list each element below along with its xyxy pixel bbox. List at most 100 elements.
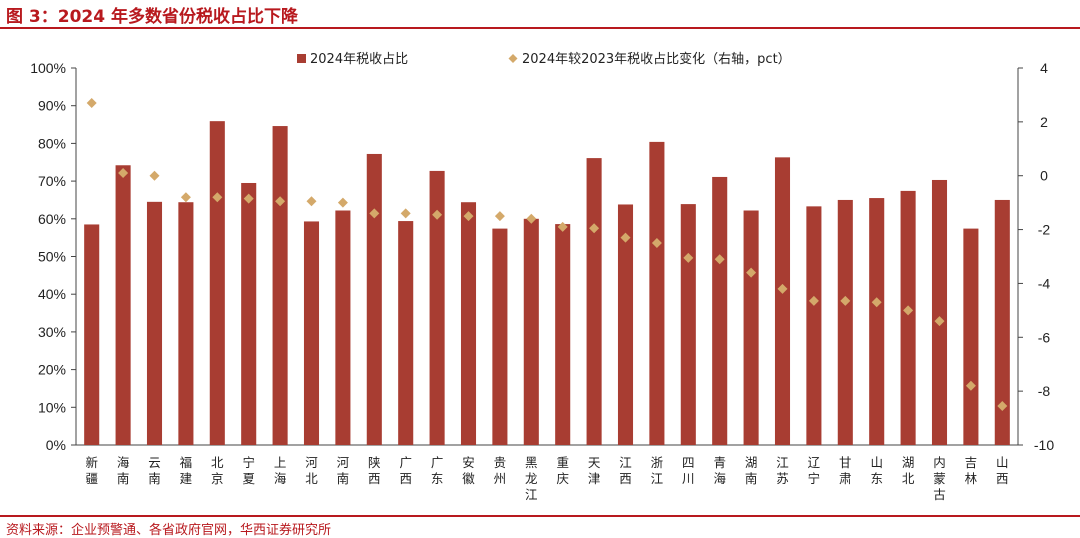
bar-吉林 xyxy=(963,228,979,445)
category-label: 贵州 xyxy=(494,455,507,486)
left-tick-label: 0% xyxy=(46,437,66,453)
category-label: 上海 xyxy=(274,455,287,486)
category-label: 陕西 xyxy=(368,455,381,486)
marker-辽宁 xyxy=(808,295,819,306)
marker-四川 xyxy=(683,252,694,263)
bar-天津 xyxy=(586,158,602,445)
category-label: 湖北 xyxy=(902,455,915,486)
marker-江西 xyxy=(620,232,631,243)
right-tick-label: -6 xyxy=(1038,329,1051,345)
bar-新疆 xyxy=(84,224,100,445)
marker-山东 xyxy=(871,297,882,308)
category-label: 福建 xyxy=(180,455,193,486)
category-label: 四川 xyxy=(682,455,695,486)
marker-贵州 xyxy=(494,211,505,222)
marker-广东 xyxy=(432,209,443,220)
category-label: 湖南 xyxy=(745,455,758,486)
bar-江苏 xyxy=(774,157,791,445)
category-label: 江苏 xyxy=(776,455,789,486)
marker-河北 xyxy=(306,196,317,207)
category-label: 天津 xyxy=(588,455,601,486)
bar-江西 xyxy=(617,204,634,445)
category-label: 宁夏 xyxy=(242,455,255,486)
chart: 0% 10% 20% 30% 40% 50% 60% 70% 80% 90% 100% -10 -8 -6… xyxy=(30,51,1054,502)
category-label: 河南 xyxy=(337,455,350,486)
bar-广西 xyxy=(398,221,414,445)
bar-内蒙古 xyxy=(931,179,948,445)
right-tick-label: -10 xyxy=(1034,437,1054,453)
legend-bar-swatch xyxy=(297,54,306,63)
category-label: 黑龙江 xyxy=(525,455,538,502)
bar-山西 xyxy=(994,199,1010,445)
right-tick-label: 2 xyxy=(1040,114,1048,130)
category-label: 云南 xyxy=(148,455,161,486)
marker-云南 xyxy=(149,170,160,181)
bar-广东 xyxy=(429,170,445,445)
marker-山西 xyxy=(997,400,1008,411)
marker-湖北 xyxy=(903,305,914,316)
right-tick-label: -4 xyxy=(1038,275,1051,291)
marker-吉林 xyxy=(965,380,976,391)
category-label: 山西 xyxy=(996,455,1009,486)
marker-河南 xyxy=(337,197,348,208)
left-tick-label: 100% xyxy=(30,60,66,76)
marker-广西 xyxy=(400,208,411,219)
category-label: 青海 xyxy=(713,455,726,486)
category-label: 海南 xyxy=(117,455,130,486)
bar-青海 xyxy=(712,176,728,445)
marker-福建 xyxy=(180,192,191,203)
bar-宁夏 xyxy=(241,182,257,446)
marker-黑龙江 xyxy=(526,213,537,224)
right-tick-label: -2 xyxy=(1038,222,1051,238)
marker-天津 xyxy=(589,223,600,234)
marker-甘肃 xyxy=(840,295,851,306)
category-label: 山东 xyxy=(870,455,883,486)
bar-福建 xyxy=(178,202,194,445)
marker-上海 xyxy=(275,196,286,207)
bar-上海 xyxy=(272,126,288,446)
left-tick-label: 90% xyxy=(38,98,66,114)
right-tick-label: -8 xyxy=(1038,383,1051,399)
bar-河南 xyxy=(335,210,351,445)
bar-湖北 xyxy=(900,190,916,445)
category-label: 河北 xyxy=(305,455,318,486)
category-label: 重庆 xyxy=(556,455,569,486)
bar-重庆 xyxy=(555,224,571,445)
category-label: 吉林 xyxy=(965,455,978,486)
category-label: 北京 xyxy=(211,455,224,486)
marker-湖南 xyxy=(746,267,757,278)
bar-四川 xyxy=(680,204,696,445)
source-note: 资料来源：企业预警通、各省政府官网，华西证券研究所 xyxy=(6,523,332,538)
legend-marker-label: 2024年较2023年税收占比变化（右轴，pct） xyxy=(522,51,791,67)
category-label: 江西 xyxy=(619,455,632,486)
bar-辽宁 xyxy=(806,206,822,445)
left-tick-label: 20% xyxy=(38,362,66,378)
left-tick-label: 80% xyxy=(38,135,66,151)
bar-贵州 xyxy=(492,228,508,445)
bar-安徽 xyxy=(460,202,477,445)
bar-湖南 xyxy=(743,210,759,445)
left-tick-label: 50% xyxy=(38,249,66,265)
category-label: 广西 xyxy=(399,455,412,486)
bar-北京 xyxy=(209,121,225,446)
bar-陕西 xyxy=(366,153,382,445)
marker-宁夏 xyxy=(243,193,254,204)
marker-安徽 xyxy=(463,211,474,222)
category-label: 安徽 xyxy=(462,455,475,486)
chart-title: 图 3：2024 年多数省份税收占比下降 xyxy=(6,7,298,27)
marker-陕西 xyxy=(369,208,380,219)
left-tick-label: 60% xyxy=(38,211,66,227)
left-tick-label: 10% xyxy=(38,399,66,415)
category-label: 内蒙古 xyxy=(933,455,946,502)
bar-山东 xyxy=(869,198,885,445)
left-tick-label: 40% xyxy=(38,286,66,302)
category-label: 新疆 xyxy=(85,455,98,486)
category-label: 甘肃 xyxy=(839,455,852,486)
left-tick-label: 30% xyxy=(38,324,66,340)
legend-bar-label: 2024年税收占比 xyxy=(310,52,408,67)
source-rule xyxy=(0,515,1080,517)
bar-甘肃 xyxy=(837,199,853,445)
bar-云南 xyxy=(146,201,163,445)
category-label: 浙江 xyxy=(651,455,664,486)
legend-marker-swatch xyxy=(508,54,518,63)
